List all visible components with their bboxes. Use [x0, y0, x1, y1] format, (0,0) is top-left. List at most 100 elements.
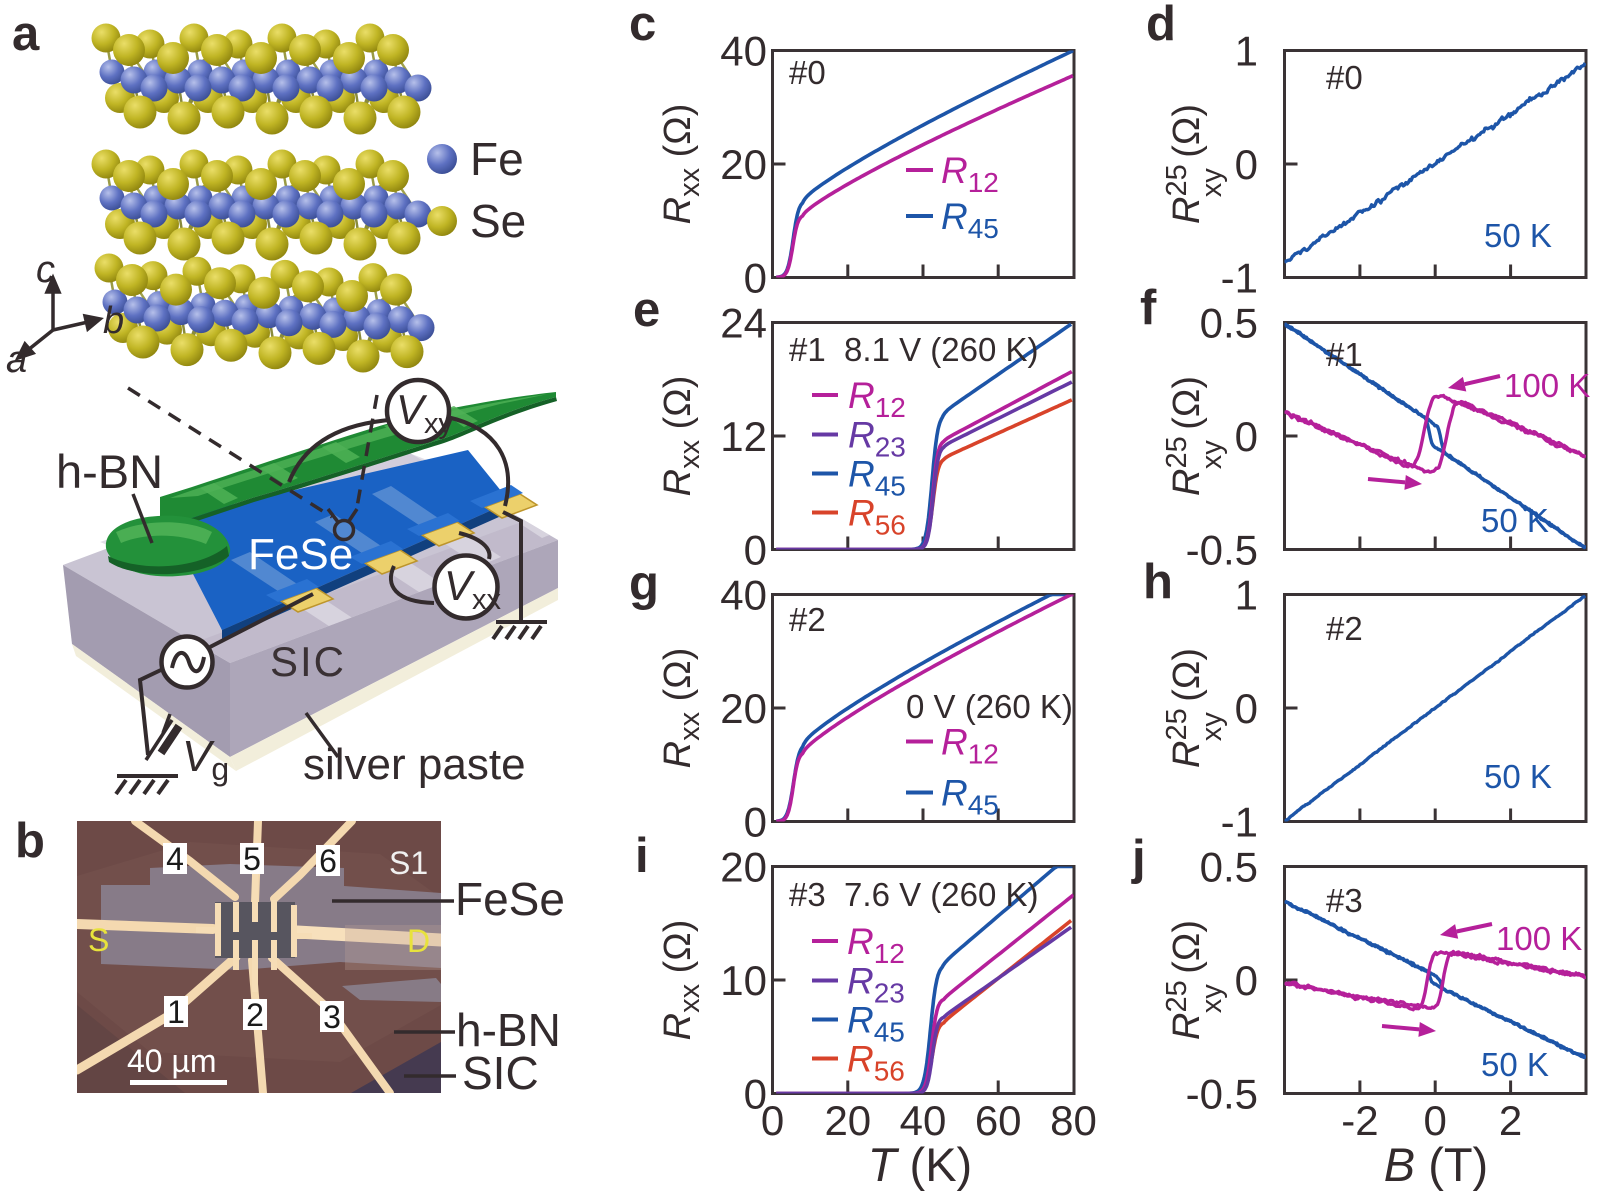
svg-text:6: 6	[319, 843, 337, 879]
svg-text:D: D	[407, 923, 430, 959]
svg-text:R45: R45	[847, 1000, 905, 1048]
svg-text:SIC: SIC	[462, 1047, 539, 1099]
svg-text:Rxx (Ω): Rxx (Ω)	[657, 104, 706, 225]
svg-text:S: S	[88, 922, 109, 958]
svg-text:R45: R45	[848, 454, 906, 502]
svg-text:3: 3	[323, 999, 341, 1035]
svg-text:20: 20	[720, 685, 767, 732]
svg-text:d: d	[1146, 0, 1176, 51]
svg-text:R12: R12	[847, 921, 905, 969]
svg-text:60: 60	[975, 1097, 1022, 1144]
svg-text:R56: R56	[847, 1039, 905, 1087]
svg-text:100 K: 100 K	[1496, 920, 1582, 957]
svg-text:SIC: SIC	[270, 638, 346, 685]
svg-text:Rxx (Ω): Rxx (Ω)	[657, 376, 706, 497]
svg-text:-0.5: -0.5	[1186, 527, 1258, 574]
svg-text:Vxy: Vxy	[396, 386, 454, 440]
svg-text:R12: R12	[941, 150, 999, 198]
svg-text:R12: R12	[848, 375, 906, 423]
svg-text:a: a	[6, 339, 27, 381]
svg-text:50 K: 50 K	[1481, 1046, 1549, 1083]
svg-text:FeSe: FeSe	[455, 873, 565, 925]
svg-text:R45: R45	[941, 196, 999, 244]
svg-text:b: b	[103, 300, 124, 342]
svg-text:1: 1	[1235, 28, 1258, 75]
svg-text:h-BN: h-BN	[56, 445, 163, 498]
svg-text:20: 20	[824, 1097, 871, 1144]
svg-text:100 K: 100 K	[1504, 367, 1590, 404]
svg-text:h-BN: h-BN	[456, 1004, 561, 1056]
svg-text:Se: Se	[470, 195, 526, 247]
svg-text:0: 0	[744, 799, 767, 846]
svg-text:Vg: Vg	[182, 732, 229, 787]
svg-text:f: f	[1140, 281, 1157, 335]
svg-text:1: 1	[167, 994, 185, 1030]
svg-text:-1: -1	[1221, 255, 1258, 302]
svg-text:24: 24	[720, 300, 767, 347]
svg-text:0: 0	[1235, 957, 1258, 1004]
svg-text:T (K): T (K)	[868, 1138, 972, 1191]
svg-text:40: 40	[900, 1097, 947, 1144]
svg-text:c: c	[629, 0, 656, 51]
svg-text:Rxx (Ω): Rxx (Ω)	[657, 920, 706, 1041]
svg-text:#0: #0	[1326, 59, 1363, 96]
svg-text:i: i	[635, 829, 649, 883]
svg-text:#2: #2	[789, 601, 826, 638]
svg-text:#1: #1	[1326, 336, 1363, 373]
svg-text:-2: -2	[1341, 1097, 1378, 1144]
svg-text:5: 5	[243, 841, 261, 877]
svg-text:50 K: 50 K	[1481, 502, 1549, 539]
svg-text:40: 40	[720, 572, 767, 619]
svg-text:R23: R23	[847, 961, 905, 1009]
svg-text:FeSe: FeSe	[248, 530, 353, 579]
svg-text:0: 0	[744, 255, 767, 302]
svg-text:R23: R23	[848, 415, 906, 463]
svg-text:0.5: 0.5	[1200, 844, 1258, 891]
svg-text:R12: R12	[941, 722, 999, 770]
svg-text:40: 40	[720, 28, 767, 75]
svg-text:0.5: 0.5	[1200, 300, 1258, 347]
svg-text:#2: #2	[1326, 610, 1363, 647]
svg-text:B (T): B (T)	[1384, 1138, 1488, 1191]
svg-text:0: 0	[1235, 413, 1258, 460]
svg-text:c: c	[36, 249, 55, 291]
svg-text:g: g	[629, 557, 659, 611]
svg-text:4: 4	[166, 841, 184, 877]
svg-text:0: 0	[1235, 685, 1258, 732]
svg-text:S1: S1	[389, 845, 428, 881]
svg-text:0: 0	[761, 1097, 784, 1144]
svg-text:j: j	[1131, 831, 1146, 885]
svg-text:10: 10	[720, 957, 767, 1004]
svg-text:#1 8.1 V (260 K): #1 8.1 V (260 K)	[789, 331, 1038, 368]
svg-text:0: 0	[1235, 141, 1258, 188]
svg-text:0: 0	[744, 527, 767, 574]
svg-text:2: 2	[1499, 1097, 1522, 1144]
svg-text:0: 0	[1424, 1097, 1447, 1144]
svg-text:20: 20	[720, 141, 767, 188]
svg-text:80: 80	[1050, 1097, 1097, 1144]
svg-text:e: e	[633, 283, 660, 337]
svg-text:0: 0	[744, 1071, 767, 1118]
svg-text:b: b	[15, 814, 45, 868]
svg-text:-0.5: -0.5	[1186, 1071, 1258, 1118]
svg-text:R56: R56	[848, 493, 906, 541]
svg-text:silver paste: silver paste	[303, 740, 526, 789]
svg-text:h: h	[1143, 555, 1173, 609]
svg-text:0 V (260 K): 0 V (260 K)	[906, 688, 1073, 725]
svg-text:#3: #3	[1326, 882, 1363, 919]
svg-text:50 K: 50 K	[1484, 217, 1552, 254]
svg-text:12: 12	[720, 413, 767, 460]
svg-text:Rxx (Ω): Rxx (Ω)	[657, 648, 706, 769]
svg-text:50 K: 50 K	[1484, 758, 1552, 795]
svg-text:R45: R45	[941, 773, 999, 821]
svg-text:40 µm: 40 µm	[127, 1043, 217, 1079]
svg-text:Vxx: Vxx	[444, 562, 502, 616]
svg-text:1: 1	[1235, 572, 1258, 619]
svg-text:#3 7.6 V (260 K): #3 7.6 V (260 K)	[789, 876, 1038, 913]
svg-text:2: 2	[246, 997, 264, 1033]
svg-text:a: a	[12, 7, 40, 61]
